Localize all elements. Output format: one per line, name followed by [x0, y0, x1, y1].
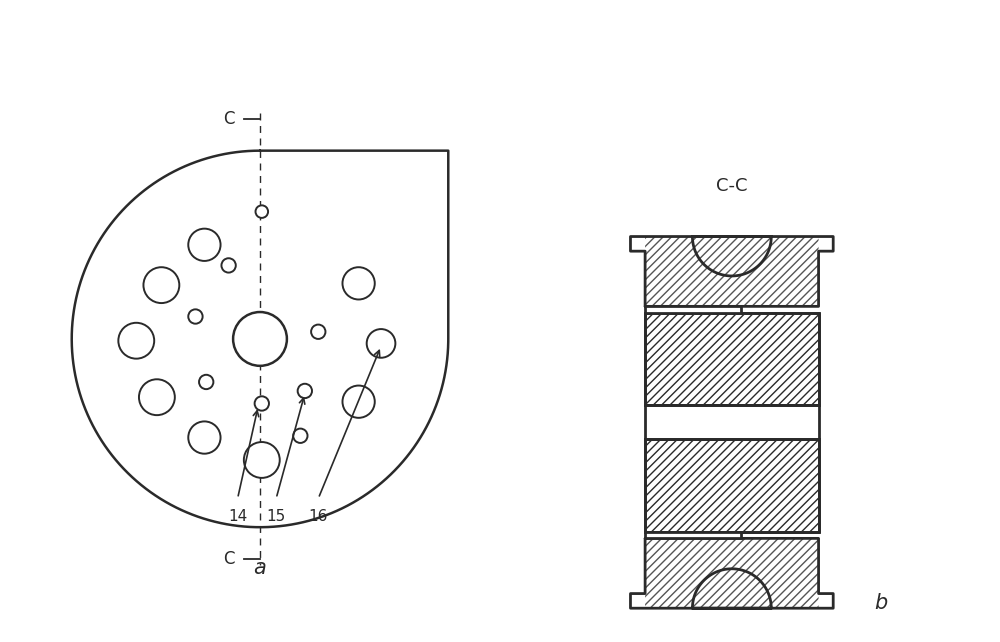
Circle shape — [143, 267, 179, 303]
Text: C-C: C-C — [716, 177, 748, 195]
Text: a: a — [254, 557, 266, 578]
Circle shape — [342, 267, 375, 299]
Circle shape — [188, 309, 203, 324]
Circle shape — [221, 258, 236, 273]
Circle shape — [298, 384, 312, 398]
Bar — [645, 406, 819, 439]
Circle shape — [199, 375, 213, 389]
Circle shape — [293, 429, 308, 443]
Bar — [645, 313, 819, 406]
Circle shape — [233, 312, 287, 366]
Bar — [645, 439, 819, 532]
Circle shape — [311, 325, 325, 339]
Text: 16: 16 — [309, 509, 328, 525]
Circle shape — [139, 379, 175, 415]
Circle shape — [342, 386, 375, 418]
Text: b: b — [874, 593, 887, 612]
Text: 14: 14 — [228, 509, 247, 525]
Circle shape — [188, 421, 221, 454]
Polygon shape — [630, 236, 833, 306]
Text: C: C — [223, 110, 235, 128]
Circle shape — [118, 323, 154, 359]
Polygon shape — [72, 151, 448, 527]
Circle shape — [367, 329, 395, 358]
Circle shape — [188, 229, 221, 261]
Bar — [645, 306, 741, 313]
Circle shape — [244, 442, 280, 478]
Text: 15: 15 — [267, 509, 286, 525]
Text: C: C — [223, 550, 235, 568]
Circle shape — [256, 205, 268, 218]
Circle shape — [255, 396, 269, 411]
Bar — [645, 532, 741, 539]
Polygon shape — [630, 539, 833, 608]
